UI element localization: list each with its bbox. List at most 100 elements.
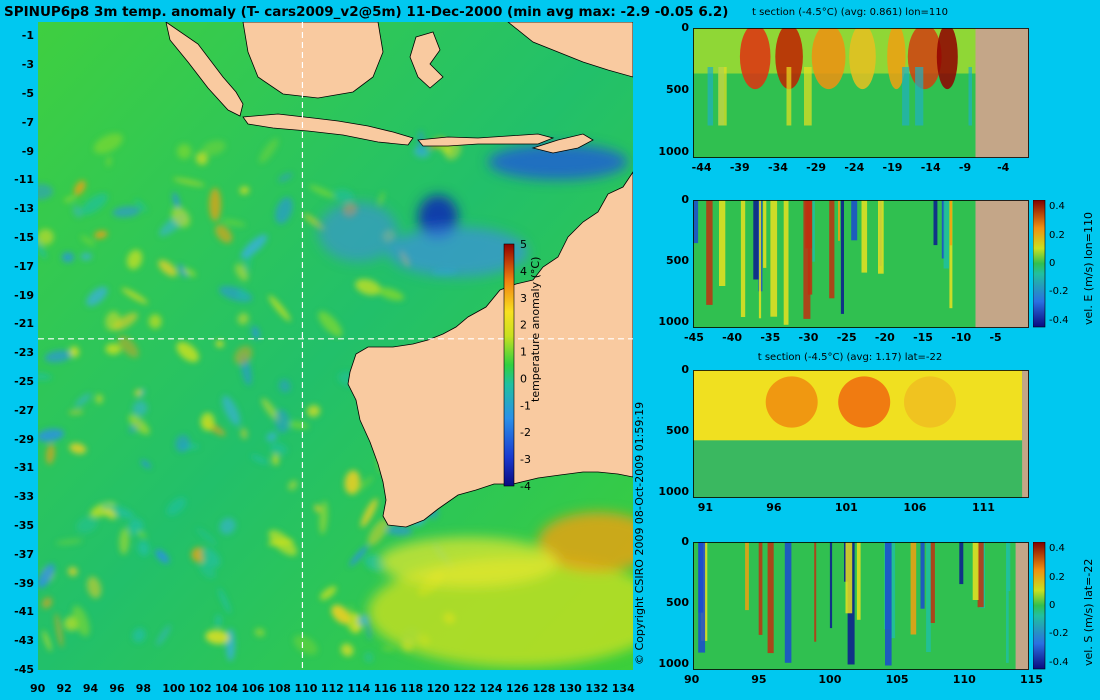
map-x-tick-label: 92 [56, 682, 72, 695]
eddy-feature [309, 185, 336, 199]
eddy-feature [95, 394, 103, 404]
eddy-feature [67, 566, 78, 577]
vel-e-section-plot [693, 200, 1029, 328]
section-x-tick-label: -45 [684, 331, 704, 344]
main-title: SPINUP6p8 3m temp. anomaly (T- cars2009_… [4, 4, 729, 20]
colorbar-tick-label: 3 [520, 292, 527, 305]
eddy-feature [235, 263, 249, 281]
map-panel: 5 4 3 2 1 0 -1 -2 -3 -4 [38, 22, 633, 670]
eddy-feature [44, 350, 72, 363]
velocity-streak [784, 542, 792, 663]
section-x-tick-label: 101 [834, 501, 858, 514]
eddy-feature [134, 199, 148, 212]
eddy-feature [234, 345, 253, 365]
eddy-feature [61, 252, 74, 263]
velocity-streak [829, 200, 835, 299]
section-y-tick-label: 500 [666, 423, 689, 437]
velocity-streak [845, 542, 853, 614]
velocity-streak [783, 200, 789, 325]
eddy-feature [172, 192, 180, 209]
map-x-tick-label: 130 [558, 682, 582, 695]
section-anomaly-blob [775, 28, 803, 90]
eddy-feature [75, 393, 91, 407]
eddy-feature [201, 140, 226, 156]
eddy-feature [266, 432, 278, 442]
colorbar-tick-label: -2 [520, 426, 531, 439]
section-colorbar-tick-label: 0.4 [1049, 543, 1065, 555]
velocity-streak [706, 200, 713, 305]
eddy-feature [267, 538, 294, 546]
eddy-feature [38, 372, 53, 381]
eddy-feature [121, 287, 148, 304]
section-x-tick-label: -14 [920, 161, 941, 174]
eddy-feature [377, 191, 385, 208]
section-y-tick-label: 0 [681, 535, 689, 548]
eddy-feature [251, 326, 260, 340]
velocity-streak [758, 200, 762, 319]
velocity-streak [891, 542, 896, 639]
velocity-streak [763, 200, 767, 268]
eddy-feature [254, 628, 266, 637]
eddy-feature [134, 389, 143, 397]
eddy-feature [54, 612, 64, 648]
eddy-feature [199, 562, 216, 579]
eddy-feature [38, 428, 65, 442]
colorbar-ticks: 5 4 3 2 1 0 -1 -2 -3 -4 [520, 238, 531, 493]
t-section-lon-plot [693, 28, 1029, 158]
velocity-streak [933, 200, 938, 246]
eddy-feature [173, 177, 205, 187]
eddy-feature [55, 538, 83, 545]
colorbar-tick-label: 5 [520, 238, 527, 251]
eddy-feature [287, 480, 298, 491]
map-y-tick-label: -11 [14, 173, 34, 187]
eddy-feature [105, 343, 122, 355]
section-x-tick-label: -10 [951, 331, 972, 344]
eddy-feature [215, 224, 233, 244]
velocity-streak [758, 542, 763, 635]
section-anomaly-blob [887, 28, 906, 90]
eddy-feature [171, 207, 191, 228]
section-y-tick-label: 500 [666, 253, 689, 267]
eddy-feature [155, 549, 170, 564]
section3-panel [693, 370, 1029, 498]
section-x-tick-label: 106 [903, 501, 927, 514]
map-y-tick-label: -1 [21, 29, 34, 43]
map-y-tick-label: -23 [14, 346, 34, 360]
eddy-feature [73, 180, 86, 196]
eddy-feature [128, 414, 150, 435]
eddy-feature [156, 624, 171, 646]
eddy-feature [178, 264, 187, 278]
section-x-tick-label: 110 [952, 673, 976, 686]
section2-colorbar-label: vel. E (m/s) lon=110 [1082, 212, 1095, 325]
section-x-tick-label: -30 [798, 331, 819, 344]
velocity-streak [812, 200, 815, 262]
velocity-streak [910, 542, 917, 635]
map-x-tick-label: 106 [241, 682, 265, 695]
eddy-feature [269, 442, 288, 455]
section-x-tick-label: -15 [913, 331, 933, 344]
section-colorbar-tick-label: 0 [1049, 600, 1056, 611]
map-x-tick-label: 96 [109, 682, 125, 695]
map-x-tick-label: 112 [320, 682, 344, 695]
eddy-feature [259, 138, 279, 164]
section2-panel [693, 200, 1029, 328]
colorbar-label: temperature anomaly (°C) [529, 256, 542, 402]
eddy-feature [318, 311, 343, 337]
vel-s-section-plot [693, 542, 1029, 670]
velocity-streak [977, 542, 984, 608]
section-x-tick-label: -39 [729, 161, 750, 174]
eddy-feature [381, 646, 395, 652]
section-anomaly-blob [739, 28, 771, 90]
map-y-tick-label: -3 [21, 58, 34, 72]
section-y-tick-label: 0 [681, 363, 689, 376]
eddy-feature [148, 314, 162, 329]
velocity-streak [840, 200, 844, 314]
map-y-tick-label: -39 [14, 576, 34, 590]
eddy-feature [209, 187, 222, 222]
eddy-feature [250, 454, 268, 464]
map-x-tick-label: 108 [268, 682, 291, 695]
eddy-feature [72, 605, 90, 637]
velocity-streak [930, 542, 935, 623]
section-x-tick-label: -9 [958, 161, 972, 174]
section1-title: t section (-4.5°C) (avg: 0.861) lon=110 [751, 7, 949, 18]
